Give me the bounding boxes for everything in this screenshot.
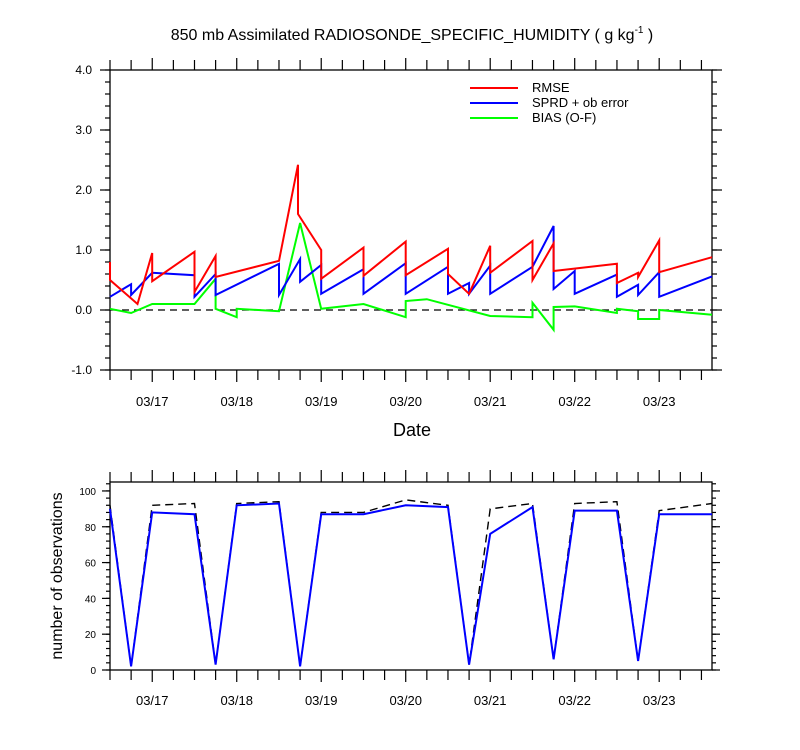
legend-label: SPRD + ob error xyxy=(532,95,629,110)
top-axes: -1.0 0.0 1.0 2.0 3.0 4.0 03/17 03/18 03/19 03/20 0… xyxy=(71,58,722,409)
x-axis-label: Date xyxy=(393,420,431,440)
bottom-ytick-label: 80 xyxy=(85,523,97,534)
bottom-ytick-label: 20 xyxy=(85,630,97,641)
top-ytick-label: 0.0 xyxy=(75,303,92,317)
observations-line-possible xyxy=(109,499,713,667)
top-xtick-label: 03/21 xyxy=(474,394,507,409)
bottom-plot-frame xyxy=(109,481,713,671)
top-xtick-label: 03/19 xyxy=(305,394,338,409)
bottom-ytick-label: 0 xyxy=(90,666,96,677)
bottom-xtick-label: 03/18 xyxy=(220,693,253,708)
series-line-bias-o-f xyxy=(109,222,713,333)
observations-line-assimilated xyxy=(109,502,712,667)
top-xtick-label: 03/23 xyxy=(643,394,676,409)
legend-label: BIAS (O-F) xyxy=(532,110,596,125)
series-line-rmse xyxy=(109,164,713,306)
top-ytick-label: 4.0 xyxy=(75,63,92,77)
top-xtick-label: 03/18 xyxy=(220,394,253,409)
bottom-series xyxy=(109,499,713,667)
top-series xyxy=(109,164,713,333)
y-axis-label-observations: number of observations xyxy=(49,492,66,659)
series-line-sprd-ob-error xyxy=(109,225,713,300)
bottom-axes: 0 20 40 60 80 100 03/17 03/18 03/19 03/20 03/21 03/… xyxy=(79,470,720,708)
top-ytick-label: -1.0 xyxy=(71,363,92,377)
top-xtick-label: 03/22 xyxy=(558,394,591,409)
bottom-ytick-label: 60 xyxy=(85,559,97,570)
legend-label: RMSE xyxy=(532,80,570,95)
bottom-xtick-label: 03/20 xyxy=(389,693,422,708)
top-ytick-label: 3.0 xyxy=(75,123,92,137)
bottom-ytick-label: 40 xyxy=(85,594,97,605)
top-plot-frame xyxy=(109,69,713,371)
bottom-xtick-label: 03/23 xyxy=(643,693,676,708)
top-xtick-label: 03/17 xyxy=(136,394,169,409)
bottom-ytick-label: 100 xyxy=(79,487,96,498)
bottom-xtick-label: 03/19 xyxy=(305,693,338,708)
bottom-xtick-label: 03/21 xyxy=(474,693,507,708)
bottom-xtick-label: 03/17 xyxy=(136,693,169,708)
top-ytick-label: 2.0 xyxy=(75,183,92,197)
top-xtick-label: 03/20 xyxy=(389,394,422,409)
chart-title: 850 mb Assimilated RADIOSONDE_SPECIFIC_H… xyxy=(171,25,654,44)
bottom-xtick-label: 03/22 xyxy=(558,693,591,708)
top-ytick-label: 1.0 xyxy=(75,243,92,257)
